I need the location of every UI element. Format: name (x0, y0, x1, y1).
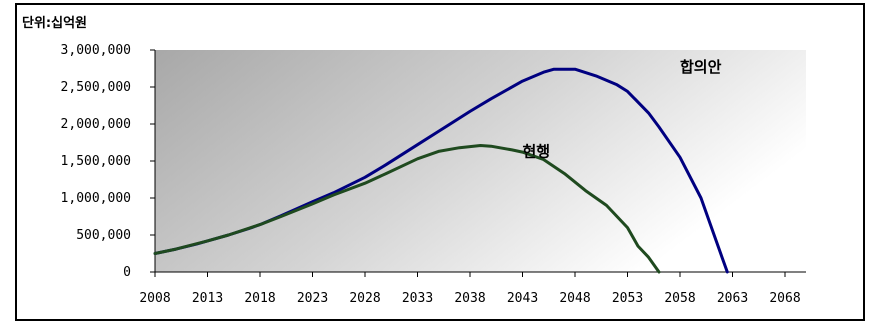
unit-label: 단위:십억원 (22, 16, 87, 31)
y-tick-label: 0 (123, 265, 131, 280)
x-tick-label: 2018 (244, 291, 275, 306)
x-tick-label: 2068 (769, 291, 800, 306)
x-tick-label: 2058 (664, 291, 695, 306)
series-annotation: 현행 (523, 143, 551, 161)
x-tick-label: 2023 (297, 291, 328, 306)
series-annotation: 합의안 (680, 58, 722, 76)
y-tick-label: 2,500,000 (61, 80, 131, 95)
x-tick-label: 2063 (717, 291, 748, 306)
y-tick-label: 1,500,000 (61, 154, 131, 169)
x-tick-label: 2043 (507, 291, 538, 306)
y-tick-label: 3,000,000 (61, 43, 131, 58)
y-tick-label: 500,000 (76, 228, 131, 243)
x-tick-label: 2008 (139, 291, 170, 306)
y-tick-label: 1,000,000 (61, 191, 131, 206)
x-tick-label: 2033 (402, 291, 433, 306)
x-tick-label: 2013 (192, 291, 223, 306)
plot-area (155, 50, 806, 272)
series-line-1 (153, 144, 661, 274)
x-tick-label: 2048 (559, 291, 590, 306)
x-tick-label: 2038 (454, 291, 485, 306)
x-tick-label: 2053 (612, 291, 643, 306)
y-tick-label: 2,000,000 (61, 117, 131, 132)
x-tick-label: 2028 (349, 291, 380, 306)
